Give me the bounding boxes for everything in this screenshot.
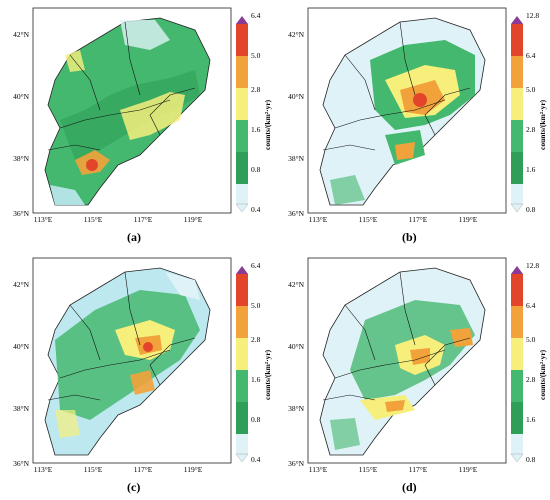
colorbar-label: 0.4 [251,455,261,464]
lat-tick-label: 36°N [288,209,304,218]
panel-label: (c) [127,480,141,494]
colorbar-unit: counts/(km²·yr) [263,349,272,400]
map-b: 42°N 40°N 38°N 36°N 113°E 115°E 117°E 11… [288,7,547,224]
region-polygon [319,17,486,206]
lon-ticks: 113°E 115°E 117°E 119°E [309,215,478,224]
colorbar-label: 0.8 [526,455,536,464]
colorbar-label: 0.8 [526,205,536,214]
colorbar-unit: counts/(km²·yr) [538,349,547,400]
map-d: 42°N 40°N 38°N 36°N 113°E 115°E 117°E 11… [288,257,547,474]
colorbar-label: 1.6 [526,165,536,174]
colorbar-label: 2.8 [251,85,261,94]
colorbar-label: 0.8 [251,165,261,174]
lat-tick-label: 36°N [13,209,29,218]
colorbar-label: 5.0 [526,85,536,94]
lon-ticks: 113°E 115°E 117°E 119°E [34,465,203,474]
panel-b: 42°N 40°N 38°N 36°N 113°E 115°E 117°E 11… [275,0,550,250]
lon-tick-label: 119°E [459,215,478,224]
lat-tick-label: 42°N [288,280,304,289]
colorbar-label: 12.8 [526,11,539,20]
colorbar-unit: counts/(km²·yr) [538,99,547,150]
lat-tick-label: 42°N [13,280,29,289]
lat-tick-label: 38°N [13,404,29,413]
lat-tick-label: 42°N [288,30,304,39]
colorbar-label: 2.8 [251,335,261,344]
lon-tick-label: 117°E [409,215,428,224]
panel-d: 42°N 40°N 38°N 36°N 113°E 115°E 117°E 11… [275,250,550,500]
region-polygon [44,17,211,206]
province-boundaries [322,271,471,401]
province-boundaries [47,271,196,401]
colorbar: 12.8 6.4 5.0 2.8 1.6 0.8 counts/(km²·yr) [510,261,547,464]
colorbar: 6.4 5.0 2.8 1.6 0.8 0.4 counts/(km²·yr) [235,261,272,464]
lat-ticks: 42°N 40°N 38°N 36°N [13,30,29,218]
colorbar-label: 6.4 [251,261,261,270]
map-a: 42°N 40°N 38°N 36°N 113°E 115°E 117°E 11… [13,7,272,224]
lat-tick-label: 38°N [288,404,304,413]
lon-tick-label: 117°E [134,465,153,474]
lat-tick-label: 40°N [13,342,29,351]
colorbar-label: 1.6 [526,415,536,424]
lat-tick-label: 36°N [288,459,304,468]
colorbar-label: 2.8 [526,375,536,384]
lon-tick-label: 115°E [84,215,103,224]
colorbar-label: 6.4 [251,11,261,20]
lon-tick-label: 113°E [309,465,328,474]
lon-tick-label: 115°E [359,465,378,474]
lon-tick-label: 113°E [34,465,53,474]
panel-label: (b) [402,230,417,244]
colorbar-label: 5.0 [526,335,536,344]
colorbar-label: 5.0 [251,51,261,60]
panel-label: (d) [402,480,417,494]
colorbar: 12.8 6.4 5.0 2.8 1.6 0.8 counts/(km²·yr) [510,11,547,214]
lon-tick-label: 115°E [359,215,378,224]
lon-tick-label: 115°E [84,465,103,474]
colorbar-label: 6.4 [526,301,536,310]
colorbar-label: 12.8 [526,261,539,270]
colorbar-label: 2.8 [526,125,536,134]
region-polygon [44,267,211,456]
lat-tick-label: 40°N [13,92,29,101]
lon-tick-label: 117°E [409,465,428,474]
region-polygon [319,267,486,456]
lon-tick-label: 119°E [184,215,203,224]
lon-tick-label: 119°E [184,465,203,474]
lat-tick-label: 40°N [288,342,304,351]
lon-ticks: 113°E 115°E 117°E 119°E [34,215,203,224]
map-c: 42°N 40°N 38°N 36°N 113°E 115°E 117°E 11… [13,257,272,474]
lon-ticks: 113°E 115°E 117°E 119°E [309,465,478,474]
colorbar-label: 1.6 [251,375,261,384]
lat-tick-label: 42°N [13,30,29,39]
lon-tick-label: 113°E [309,215,328,224]
lat-ticks: 42°N 40°N 38°N 36°N [13,280,29,468]
colorbar: 6.4 5.0 2.8 1.6 0.8 0.4 counts/(km²·yr) [235,11,272,214]
lat-tick-label: 40°N [288,92,304,101]
colorbar-label: 0.4 [251,205,261,214]
panel-c: 42°N 40°N 38°N 36°N 113°E 115°E 117°E 11… [0,250,275,500]
panel-a: 42°N 40°N 38°N 36°N 113°E 115°E 117°E 11… [0,0,275,250]
lat-tick-label: 38°N [288,154,304,163]
province-boundaries [322,21,471,151]
colorbar-label: 6.4 [526,51,536,60]
lat-tick-label: 38°N [13,154,29,163]
lon-tick-label: 113°E [34,215,53,224]
colorbar-label: 5.0 [251,301,261,310]
colorbar-label: 1.6 [251,125,261,134]
lat-tick-label: 36°N [13,459,29,468]
province-boundaries [47,21,196,151]
lon-tick-label: 117°E [134,215,153,224]
colorbar-label: 0.8 [251,415,261,424]
lat-ticks: 42°N 40°N 38°N 36°N [288,280,304,468]
panel-label: (a) [127,230,141,244]
colorbar-unit: counts/(km²·yr) [263,99,272,150]
lon-tick-label: 119°E [459,465,478,474]
lat-ticks: 42°N 40°N 38°N 36°N [288,30,304,218]
